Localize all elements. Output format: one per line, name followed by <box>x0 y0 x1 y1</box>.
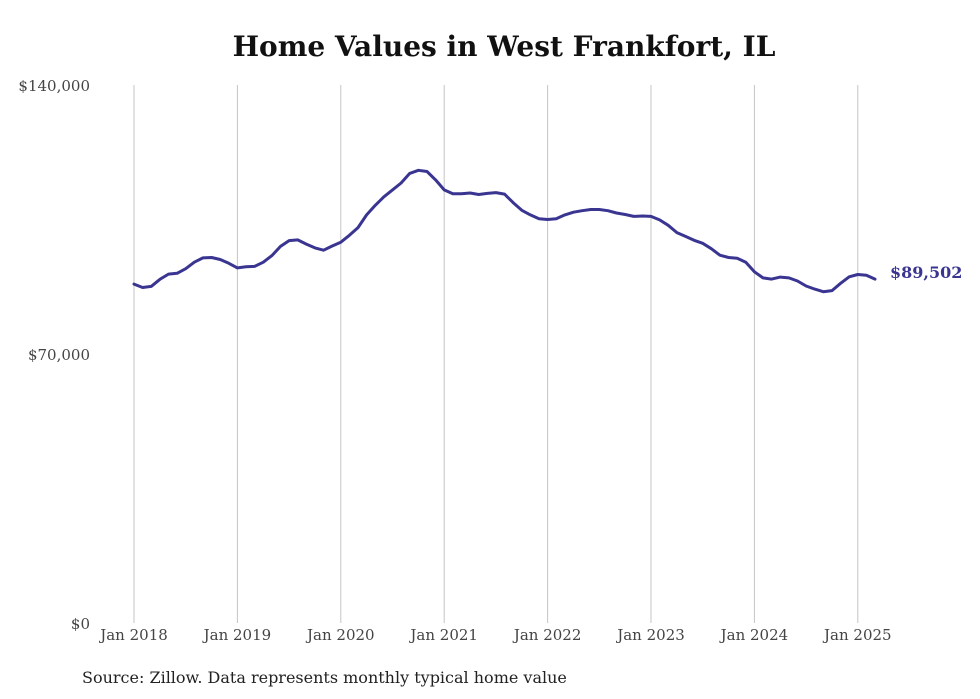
x-tick-label: Jan 2025 <box>822 626 892 644</box>
chart-title: Home Values in West Frankfort, IL <box>232 30 776 63</box>
y-tick-label: $140,000 <box>18 77 90 95</box>
gridlines <box>133 85 859 623</box>
x-tick-label: Jan 2018 <box>98 626 168 644</box>
series-line <box>132 168 877 294</box>
x-tick-label: Jan 2022 <box>512 626 582 644</box>
x-tick-label: Jan 2024 <box>719 626 789 644</box>
x-tick-label: Jan 2019 <box>202 626 272 644</box>
y-axis-labels: $0 $70,000 $140,000 <box>18 77 90 633</box>
x-tick-label: Jan 2021 <box>408 626 478 644</box>
x-axis-labels: Jan 2018 Jan 2019 Jan 2020 Jan 2021 Jan 2022… <box>98 626 891 644</box>
source-note: Source: Zillow. Data represents monthly … <box>82 668 567 687</box>
y-tick-label: $70,000 <box>28 346 90 364</box>
x-tick-label: Jan 2020 <box>305 626 375 644</box>
y-tick-label: $0 <box>71 615 90 633</box>
end-value-label: $89,502 <box>890 263 962 282</box>
x-tick-label: Jan 2023 <box>615 626 685 644</box>
